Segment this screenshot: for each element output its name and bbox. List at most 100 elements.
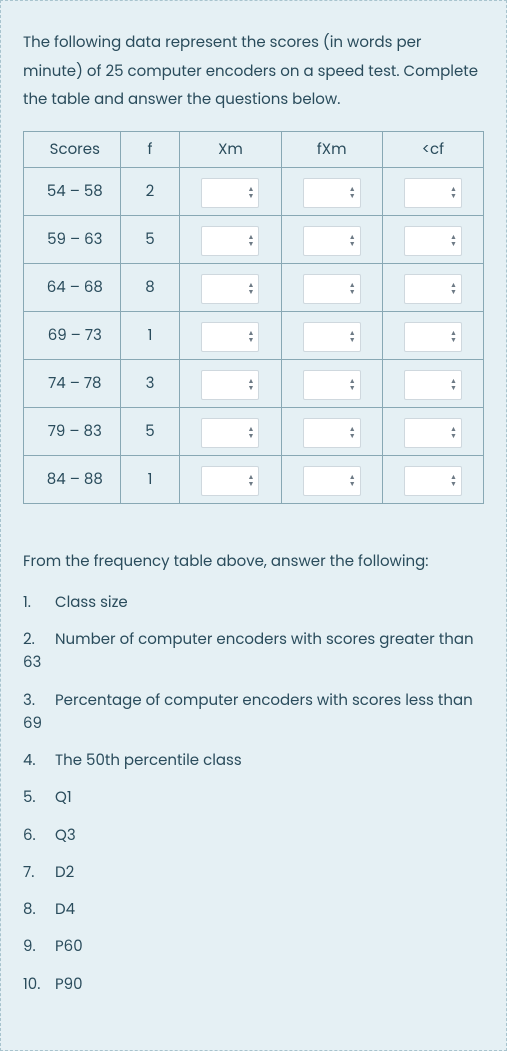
stepper-arrows-icon: ▲▼ [248, 378, 255, 392]
stepper-arrows-icon: ▲▼ [450, 474, 457, 488]
stepper-arrows-icon: ▲▼ [248, 186, 255, 200]
stepper-arrows-icon: ▲▼ [349, 378, 356, 392]
question-text: D4 [55, 899, 75, 920]
cell-f: 3 [120, 359, 180, 407]
table-row: 79 – 835 ▲▼ ▲▼ ▲▼ [24, 407, 484, 455]
question-item: 8. D4 [23, 898, 484, 921]
xm-stepper-1[interactable]: ▲▼ [201, 226, 259, 256]
questions-list: 1. Class size 2.Number of computer encoder… [23, 591, 484, 996]
header-xm: Xm [180, 131, 281, 167]
table-row: 59 – 635▲▼▲▼▲▼ [24, 215, 484, 263]
stepper-arrows-icon: ▲▼ [450, 282, 457, 296]
cell-fxm: ▲▼ [281, 455, 382, 503]
cell-f: 1 [120, 311, 180, 359]
question-number: 1. [23, 591, 41, 614]
stepper-arrows-icon: ▲▼ [248, 234, 255, 248]
question-item: 6.Q3 [23, 824, 484, 847]
cell-xm: ▲▼ [180, 263, 281, 311]
cell-cf: ▲▼ [382, 215, 483, 263]
cell-xm: ▲▼ [180, 215, 281, 263]
question-item: 1. Class size [23, 591, 484, 614]
question-item: 2.Number of computer encoders with score… [23, 628, 484, 675]
stepper-arrows-icon: ▲▼ [450, 378, 457, 392]
question-number: 3. [23, 689, 41, 712]
question-item: 5.Q1 [23, 786, 484, 809]
cell-cf: ▲▼ [382, 263, 483, 311]
cf-stepper-1[interactable]: ▲▼ [404, 226, 462, 256]
xm-stepper-4[interactable]: ▲▼ [201, 370, 259, 400]
cell-f: 5 [120, 215, 180, 263]
question-number: 9. [23, 935, 41, 958]
cell-scores: 84 – 88 [24, 455, 121, 503]
header-f: f [120, 131, 180, 167]
stepper-arrows-icon: ▲▼ [248, 282, 255, 296]
cell-scores: 64 – 68 [24, 263, 121, 311]
cell-fxm: ▲▼ [281, 215, 382, 263]
cf-stepper-3[interactable]: ▲▼ [404, 322, 462, 352]
cell-scores: 54 – 58 [24, 167, 121, 215]
worksheet-container: The following data represent the scores … [0, 0, 507, 1051]
stepper-arrows-icon: ▲▼ [349, 330, 356, 344]
cf-stepper-6[interactable]: ▲▼ [404, 466, 462, 496]
cell-xm: ▲▼ [180, 311, 281, 359]
cell-fxm: ▲▼ [281, 167, 382, 215]
fxm-stepper-1[interactable]: ▲▼ [303, 226, 361, 256]
stepper-arrows-icon: ▲▼ [248, 426, 255, 440]
cell-cf: ▲▼ [382, 359, 483, 407]
cf-stepper-2[interactable]: ▲▼ [404, 274, 462, 304]
question-item: 4.The 50th percentile class [23, 749, 484, 772]
stepper-arrows-icon: ▲▼ [349, 426, 356, 440]
xm-stepper-0[interactable]: ▲▼ [201, 178, 259, 208]
cf-stepper-5[interactable]: ▲▼ [404, 418, 462, 448]
question-text: P90 [55, 974, 83, 995]
fxm-stepper-0[interactable]: ▲▼ [303, 178, 361, 208]
question-text: Class size [55, 592, 128, 613]
question-text: D2 [55, 862, 74, 883]
fxm-stepper-4[interactable]: ▲▼ [303, 370, 361, 400]
question-number: 8. [23, 898, 41, 921]
questions-lead: From the frequency table above, answer t… [23, 550, 484, 573]
cf-stepper-0[interactable]: ▲▼ [404, 178, 462, 208]
header-scores: Scores [24, 131, 121, 167]
question-text: P60 [55, 936, 83, 957]
cell-xm: ▲▼ [180, 167, 281, 215]
cell-xm: ▲▼ [180, 455, 281, 503]
stepper-arrows-icon: ▲▼ [248, 330, 255, 344]
fxm-stepper-5[interactable]: ▲▼ [303, 418, 361, 448]
stepper-arrows-icon: ▲▼ [450, 186, 457, 200]
xm-stepper-2[interactable]: ▲▼ [201, 274, 259, 304]
cell-fxm: ▲▼ [281, 311, 382, 359]
intro-text: The following data represent the scores … [23, 29, 484, 115]
cell-scores: 79 – 83 [24, 407, 121, 455]
fxm-stepper-6[interactable]: ▲▼ [303, 466, 361, 496]
question-number: 10. [23, 973, 41, 996]
cell-cf: ▲▼ [382, 407, 483, 455]
xm-stepper-5[interactable]: ▲▼ [201, 418, 259, 448]
question-text: Number of computer encoders with scores … [23, 629, 474, 673]
question-text: Q3 [55, 825, 76, 846]
cell-cf: ▲▼ [382, 311, 483, 359]
stepper-arrows-icon: ▲▼ [450, 234, 457, 248]
question-text: Percentage of computer encoders with sco… [23, 690, 473, 734]
question-number: 2. [23, 628, 41, 651]
table-header-row: Scores f Xm fXm <cf [24, 131, 484, 167]
cell-f: 2 [120, 167, 180, 215]
question-item: 10. P90 [23, 973, 484, 996]
cell-scores: 69 – 73 [24, 311, 121, 359]
cell-xm: ▲▼ [180, 407, 281, 455]
question-text: The 50th percentile class [55, 750, 242, 771]
stepper-arrows-icon: ▲▼ [248, 474, 255, 488]
questions-section: From the frequency table above, answer t… [23, 550, 484, 996]
xm-stepper-3[interactable]: ▲▼ [201, 322, 259, 352]
cell-scores: 74 – 78 [24, 359, 121, 407]
question-item: 3.Percentage of computer encoders with s… [23, 689, 484, 736]
stepper-arrows-icon: ▲▼ [450, 426, 457, 440]
fxm-stepper-3[interactable]: ▲▼ [303, 322, 361, 352]
xm-stepper-6[interactable]: ▲▼ [201, 466, 259, 496]
fxm-stepper-2[interactable]: ▲▼ [303, 274, 361, 304]
cf-stepper-4[interactable]: ▲▼ [404, 370, 462, 400]
cell-f: 5 [120, 407, 180, 455]
cell-fxm: ▲▼ [281, 263, 382, 311]
header-fxm: fXm [281, 131, 382, 167]
frequency-table: Scores f Xm fXm <cf 54 – 582▲▼▲▼▲▼59 – 6… [23, 131, 484, 504]
